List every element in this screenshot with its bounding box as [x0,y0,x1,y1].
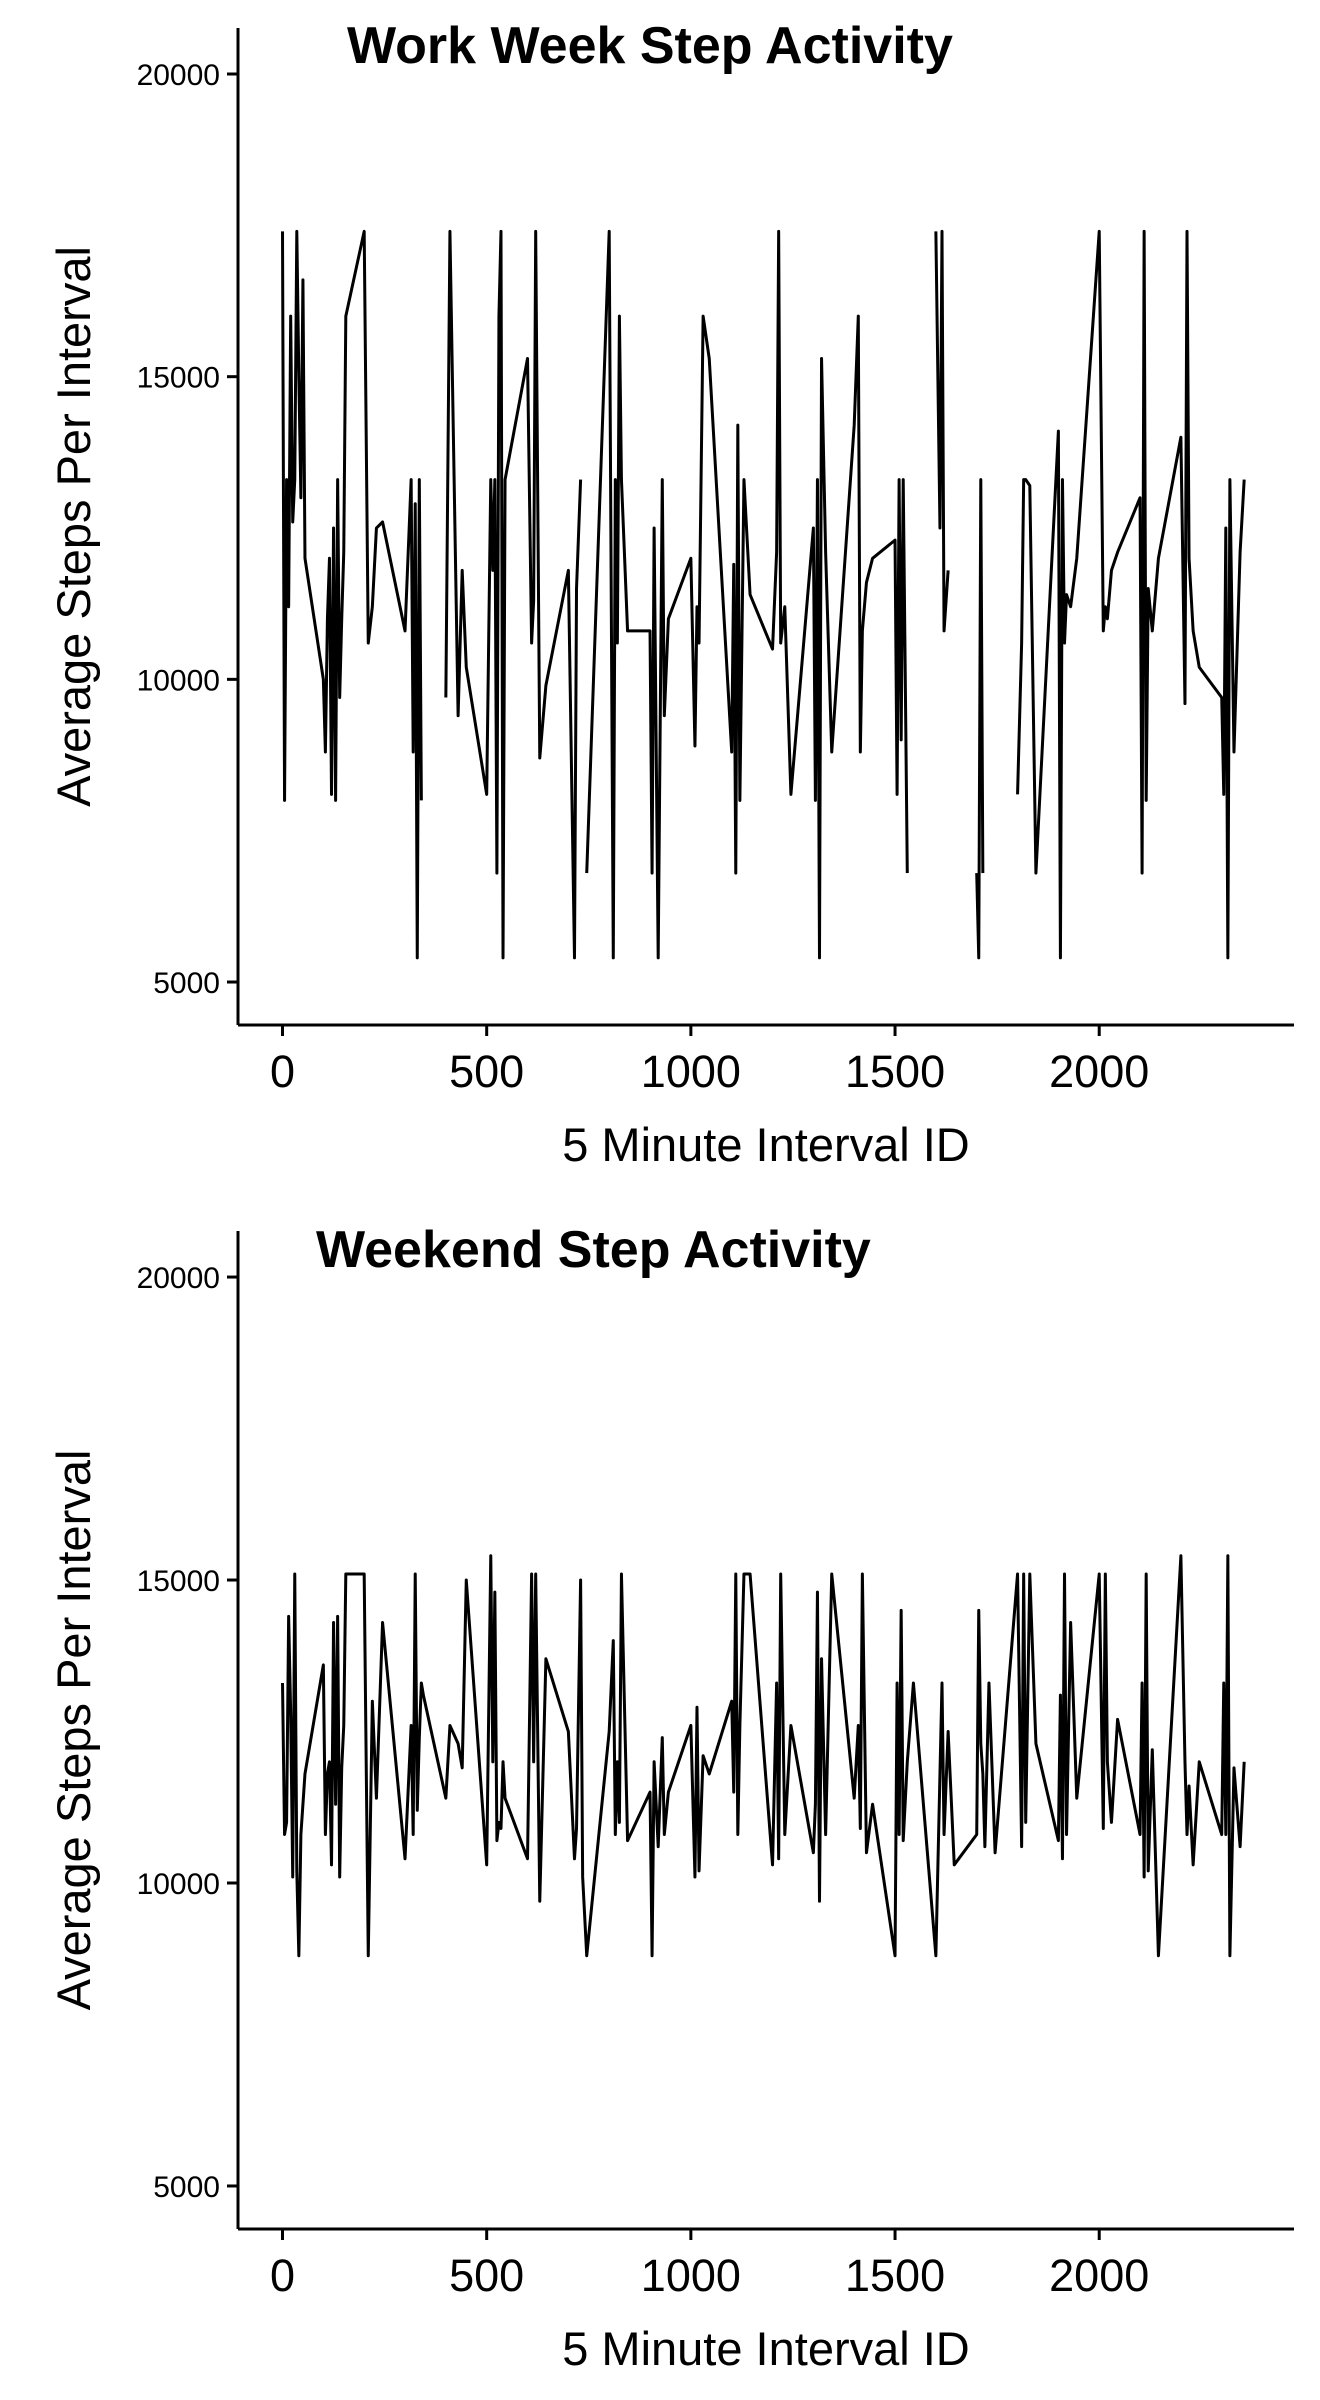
x-tick-label: 2000 [1049,2250,1149,2301]
y-axis-title: Average Steps Per Interval [47,1450,100,2011]
x-axis-title: 5 Minute Interval ID [562,1118,970,1171]
y-axis-title: Average Steps Per Interval [47,246,100,807]
data-line [281,1554,1246,1958]
x-tick-label: 1000 [641,2250,741,2301]
y-tick-label: 15000 [137,362,220,395]
chart-panel: 5000 10000 15000 20000 0 500 1000 1500 2000 Weeke… [47,1221,1294,2375]
x-tick-label: 1000 [641,1046,741,1097]
data-line [281,229,1246,960]
x-tick-label: 500 [449,2250,524,2301]
x-tick-label: 0 [270,2250,295,2301]
x-tick-label: 2000 [1049,1046,1149,1097]
x-tick-label: 500 [449,1046,524,1097]
y-tick-label: 10000 [137,1868,220,1901]
chart-panel: 5000 10000 15000 20000 0 500 1000 1500 2000 Work … [47,17,1294,1171]
y-tick-label: 15000 [137,1565,220,1598]
x-tick-label: 1500 [845,1046,945,1097]
y-tick-label: 20000 [137,1262,220,1295]
y-tick-label: 10000 [137,664,220,697]
x-tick-label: 0 [270,1046,295,1097]
x-axis-title: 5 Minute Interval ID [562,2322,970,2375]
chart-title: Work Week Step Activity [347,17,953,75]
x-tick-label: 1500 [845,2250,945,2301]
y-tick-label: 5000 [153,2171,220,2204]
chart-title: Weekend Step Activity [316,1221,871,1279]
y-tick-label: 20000 [137,59,220,92]
y-tick-label: 5000 [153,967,220,1000]
